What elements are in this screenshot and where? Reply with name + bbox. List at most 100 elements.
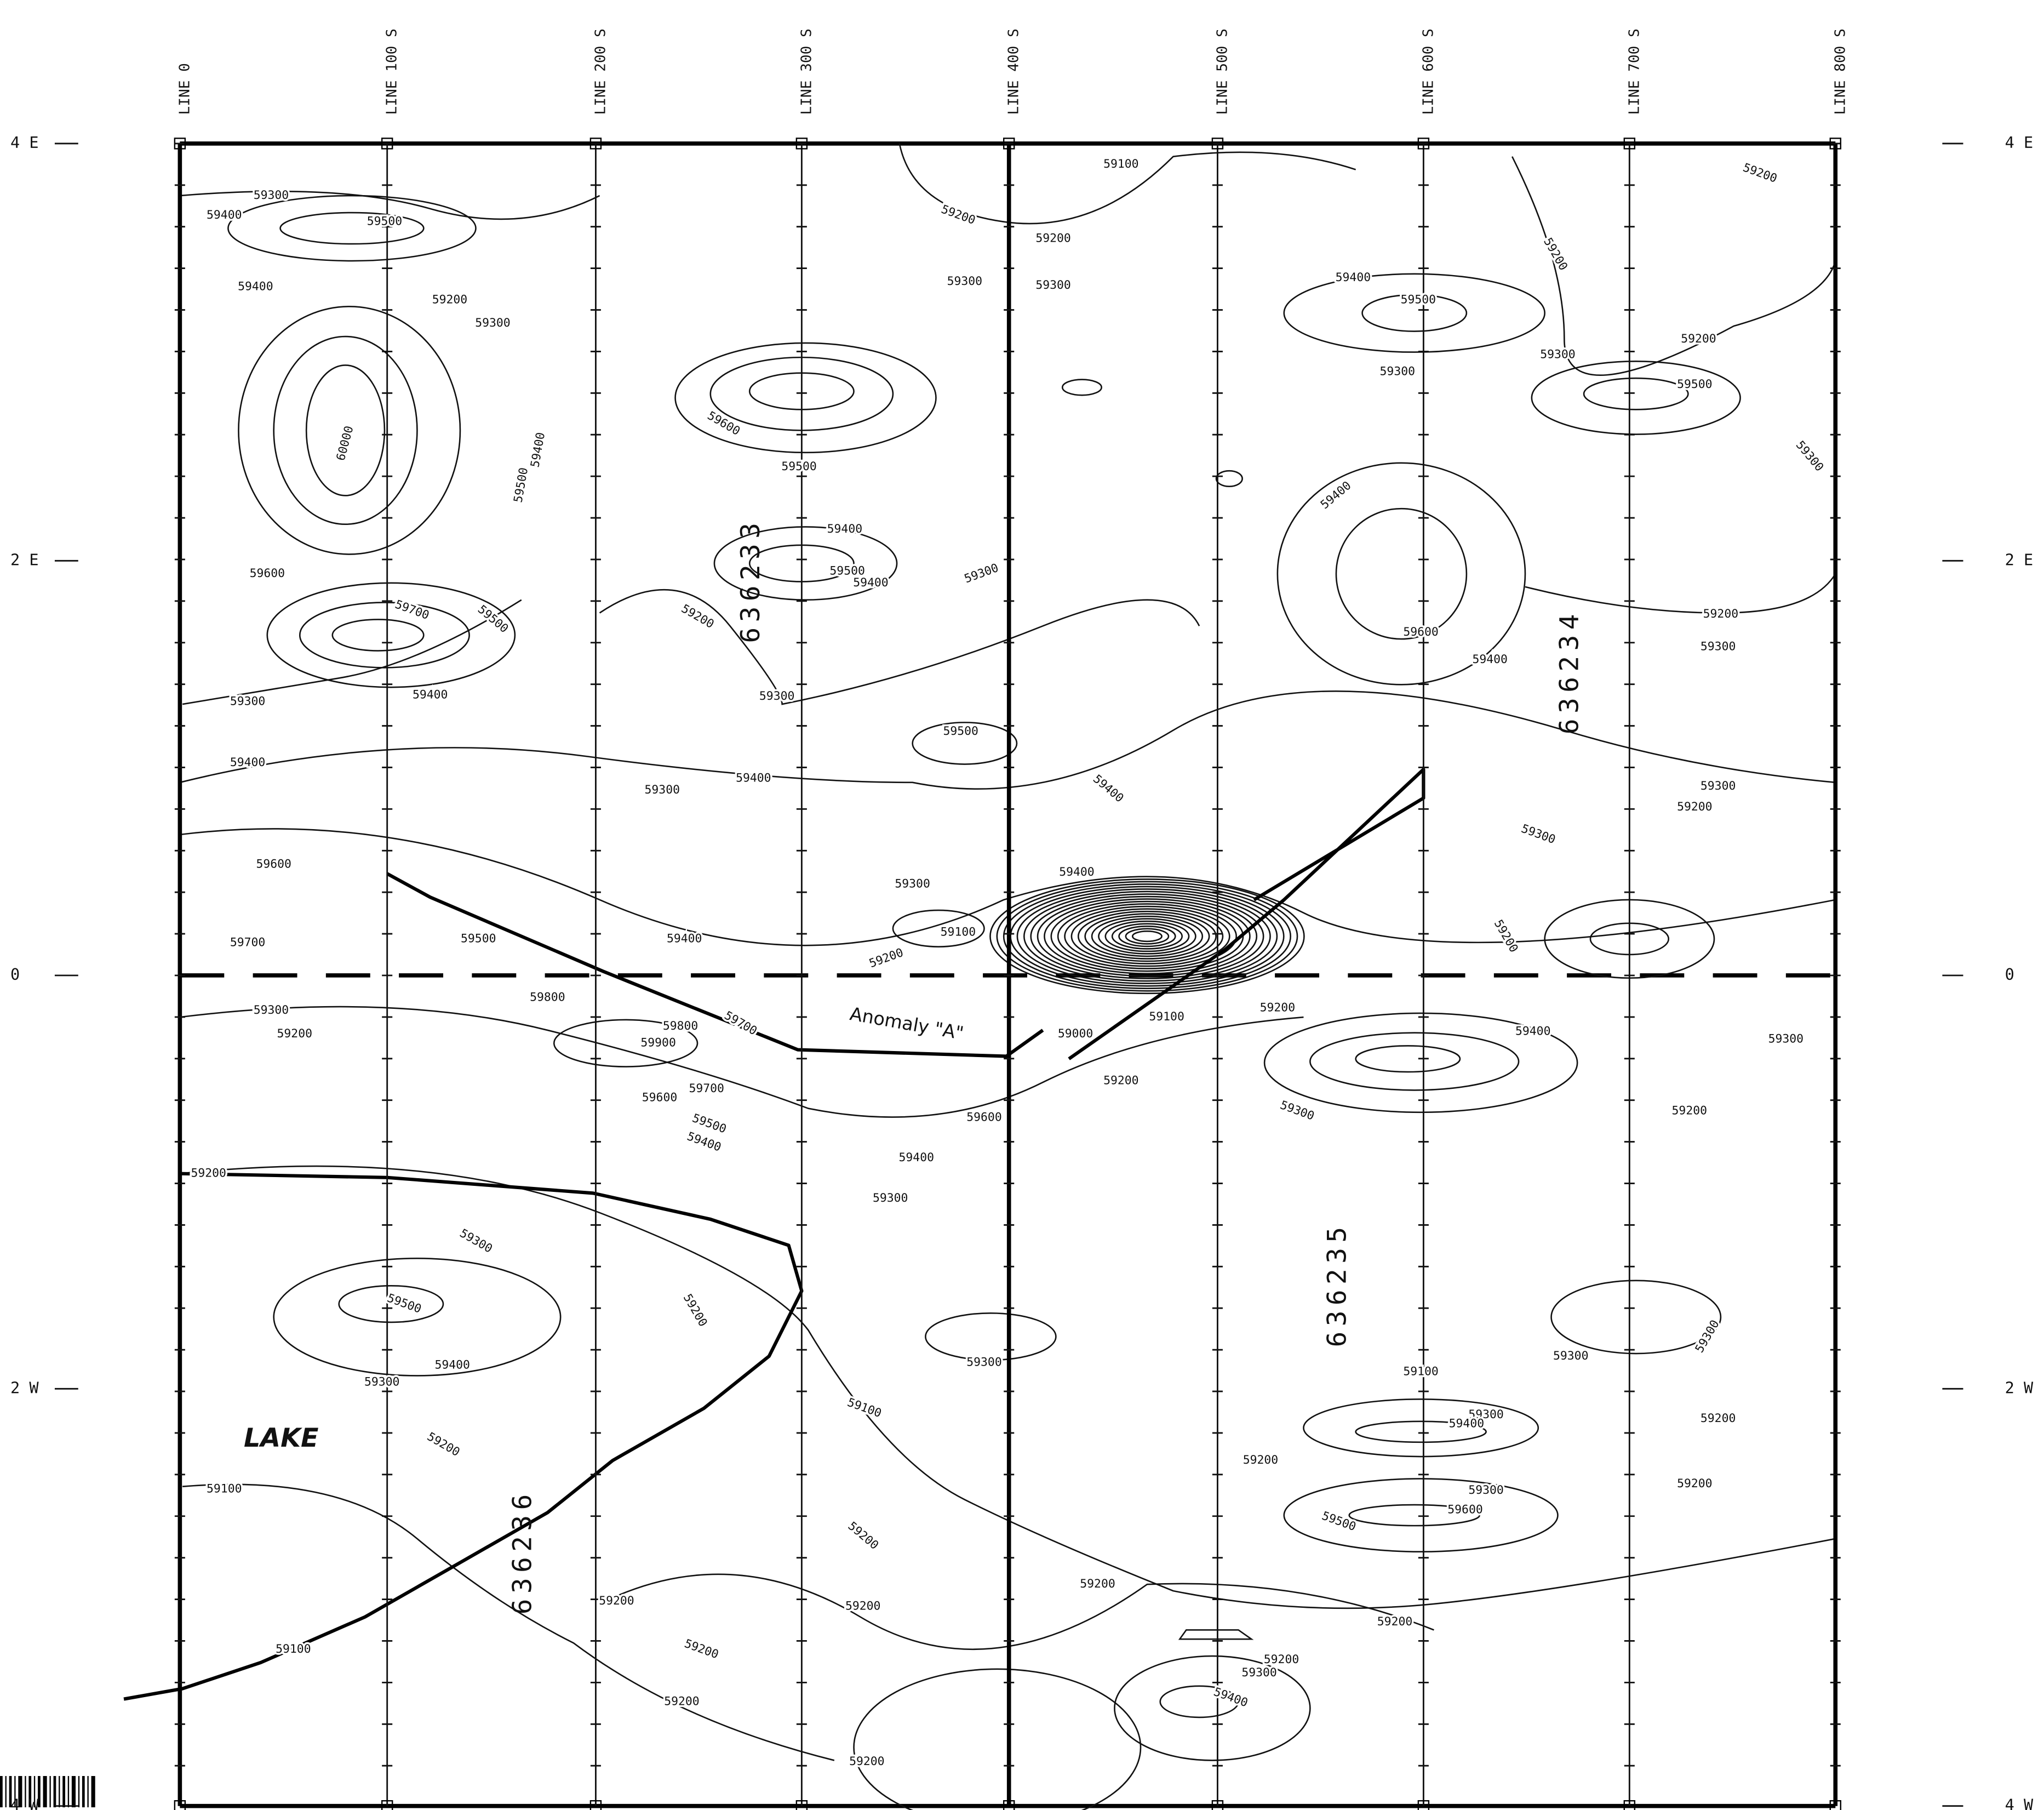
contour-label: 59200 — [1377, 1615, 1412, 1629]
contour-label: 59200 — [1264, 1653, 1299, 1666]
contour-label: 59200 — [1541, 236, 1570, 273]
contour-label: 59400 — [528, 431, 548, 469]
anomaly-ring — [1065, 906, 1230, 966]
contour-label: 59200 — [1703, 607, 1738, 621]
contour-label: 59200 — [683, 1637, 720, 1662]
contour-label: 59200 — [845, 1519, 881, 1552]
contour-label: 59400 — [827, 522, 862, 536]
contour-label: 59400 — [1318, 479, 1354, 512]
contour-label: 59300 — [1468, 1483, 1503, 1497]
contour-label: 59300 — [1380, 364, 1415, 378]
contour-label: 59400 — [853, 576, 888, 590]
contour-label: 59400 — [899, 1151, 934, 1164]
contour-label: 59400 — [1059, 865, 1094, 879]
contour-label: 59600 — [250, 567, 285, 580]
claim-boundaries — [124, 769, 1423, 1699]
claim-number: 636235 — [1322, 1221, 1353, 1347]
contour-label: 59300 — [895, 877, 930, 890]
contour-label: 59300 — [1519, 822, 1557, 847]
contour-label: 59300 — [1768, 1032, 1803, 1046]
row-label: 4 E — [2005, 133, 2034, 152]
contour-label: 59300 — [1693, 1318, 1722, 1355]
contour-label: 59200 — [1701, 1412, 1736, 1425]
contour-label: 59600 — [1403, 625, 1438, 639]
contour-label: 59900 — [640, 1036, 675, 1050]
contour-label: 59200 — [1243, 1453, 1278, 1467]
contour-label: 59300 — [1701, 779, 1736, 793]
contour-label: 59300 — [364, 1375, 399, 1389]
contour-label: 59300 — [1241, 1666, 1276, 1680]
line-label: LINE 700 S — [1626, 28, 1642, 115]
contour-label: 59300 — [1035, 278, 1070, 292]
anomaly-ring — [1004, 884, 1290, 988]
contour-label: 59200 — [680, 1292, 710, 1329]
contour-label: 59700 — [689, 1082, 724, 1095]
row-label: 2 W — [2005, 1378, 2034, 1397]
contour-label: 59300 — [1793, 438, 1827, 474]
row-label: 4 W — [10, 1796, 39, 1810]
contour-label: 59200 — [849, 1755, 884, 1768]
line-label: LINE 600 S — [1420, 28, 1436, 115]
contour-label: 59300 — [457, 1226, 495, 1256]
contour-label: 59100 — [845, 1396, 883, 1421]
row-label: 0 — [2005, 965, 2014, 984]
contour-label: 59400 — [413, 688, 448, 701]
contour-label: 59300 — [1553, 1349, 1588, 1363]
line-label: LINE 0 — [176, 63, 193, 115]
anomaly-ring — [1132, 931, 1161, 941]
contour-label: 59200 — [191, 1167, 226, 1180]
row-label: 2 W — [10, 1378, 39, 1397]
contour-label: 59200 — [867, 946, 905, 971]
contour-label: 59200 — [1103, 1074, 1138, 1088]
contour-label: 59100 — [1403, 1364, 1438, 1378]
contour-label: 59500 — [943, 724, 978, 738]
contour-label: 59500 — [1677, 378, 1712, 391]
claim-number: 636234 — [1554, 609, 1584, 734]
contour-label: 59100 — [276, 1642, 311, 1656]
contour-label: 59300 — [1701, 640, 1736, 653]
contour-label: 59300 — [1278, 1098, 1316, 1123]
contour-label: 59500 — [1401, 293, 1436, 306]
contour-label: 59300 — [873, 1191, 908, 1205]
row-label: 4 W — [2005, 1796, 2034, 1810]
contour-label: 59200 — [940, 203, 977, 228]
contour-label: 59200 — [845, 1600, 880, 1613]
contour-label: 59400 — [667, 932, 702, 945]
lake-label: LAKE — [244, 1423, 319, 1453]
contour-label: 59200 — [599, 1594, 634, 1608]
anomaly-ring — [1044, 899, 1250, 974]
contour-label: 59600 — [256, 858, 291, 871]
line-label: LINE 200 S — [592, 28, 609, 115]
contour-label: 59300 — [475, 316, 510, 330]
contour-label: 59200 — [1677, 800, 1712, 814]
contour-label: 59200 — [1741, 161, 1779, 186]
contour-label: 59600 — [1447, 1503, 1482, 1517]
claim-number: 636236 — [508, 1489, 538, 1614]
contour-label: 59300 — [963, 561, 1000, 586]
contour-label: 59400 — [207, 208, 242, 222]
contour-label: 59400 — [1515, 1024, 1550, 1038]
contour-label: 59200 — [1681, 332, 1716, 346]
contour-label: 59800 — [530, 990, 565, 1004]
contour-label: 59500 — [385, 1291, 423, 1316]
row-label: 2 E — [10, 550, 39, 569]
contour-label: 59100 — [1103, 157, 1138, 171]
contour-label: 59300 — [966, 1356, 1001, 1369]
contour-label: 59400 — [434, 1358, 470, 1372]
contour-label: 59200 — [425, 1430, 462, 1459]
contour-label: 59700 — [722, 1009, 759, 1038]
line-label: LINE 400 S — [1006, 28, 1022, 115]
contour-label: 59200 — [432, 293, 467, 306]
anomaly-ring — [1024, 892, 1270, 981]
contour-label: 59000 — [1058, 1027, 1093, 1041]
contour-label: 59400 — [1336, 271, 1371, 284]
contour-label: 59300 — [947, 275, 982, 288]
contour-label: 59400 — [1449, 1417, 1484, 1431]
contour-label: 59300 — [759, 689, 794, 703]
contour-label: 59200 — [1677, 1477, 1712, 1491]
anomaly-label: Anomaly "A" — [848, 1003, 965, 1044]
anomaly-ring — [1072, 909, 1223, 964]
line-label: LINE 500 S — [1214, 28, 1230, 115]
contour-label: 59300 — [254, 1003, 289, 1017]
contour-label: 59200 — [1035, 232, 1070, 245]
